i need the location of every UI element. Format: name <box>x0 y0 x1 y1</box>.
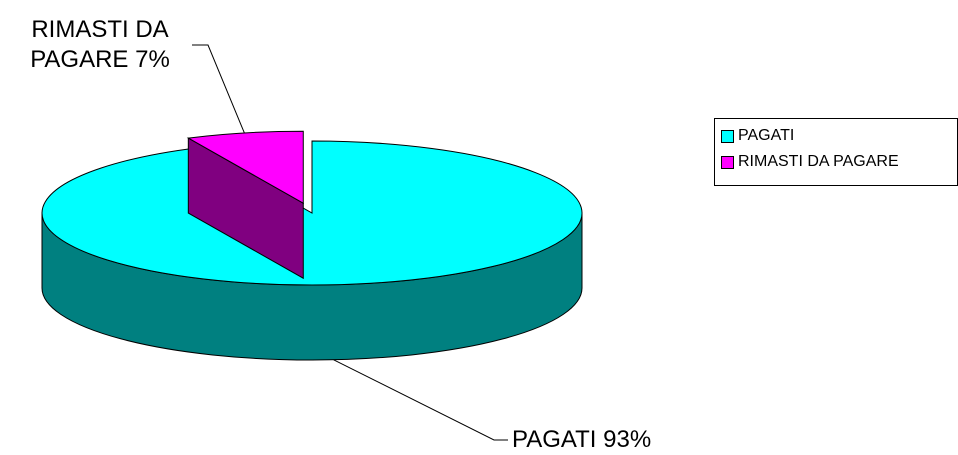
legend-item: PAGATI <box>721 127 794 145</box>
legend-label: RIMASTI DA PAGARE <box>738 153 899 170</box>
leader-line <box>192 44 245 134</box>
data-label: PAGATI 93% <box>512 426 652 453</box>
legend-swatch <box>721 129 734 143</box>
data-label: RIMASTI DA PAGARE 7% <box>30 16 170 73</box>
pie-slice <box>186 130 304 205</box>
leader-line <box>333 359 508 441</box>
legend-item: RIMASTI DA PAGARE <box>721 153 899 171</box>
pie-slice <box>41 140 583 286</box>
legend: PAGATI RIMASTI DA PAGARE <box>714 118 958 186</box>
legend-label: PAGATI <box>738 127 795 144</box>
legend-swatch <box>721 155 734 169</box>
